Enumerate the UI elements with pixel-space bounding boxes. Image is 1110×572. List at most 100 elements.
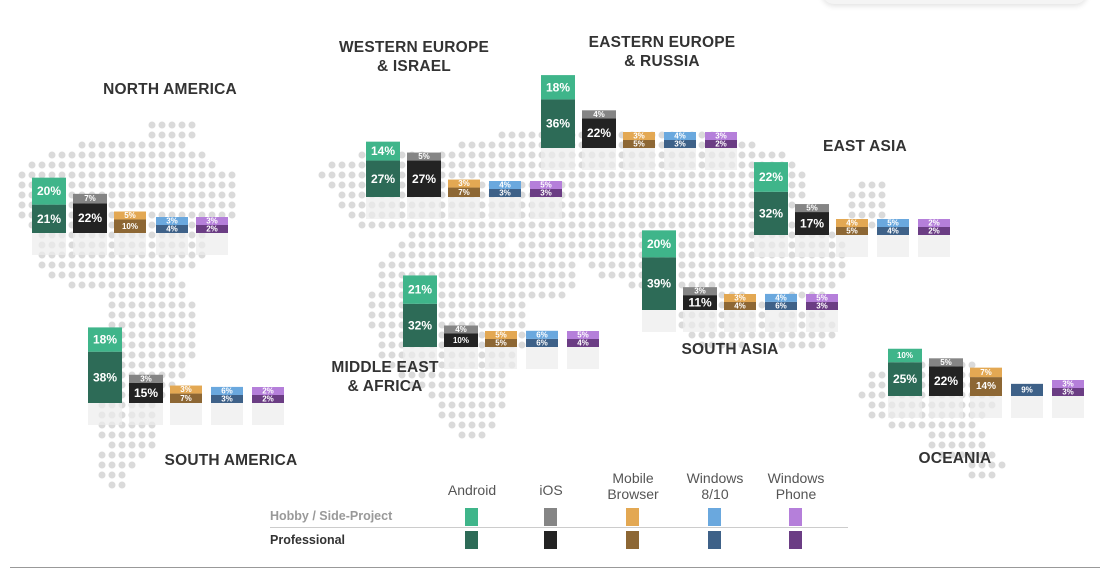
map-dot: [178, 321, 186, 329]
bar-label-professional: 6%: [536, 338, 548, 347]
map-dot: [138, 201, 146, 209]
bar-label-professional: 21%: [37, 212, 61, 226]
map-dot: [148, 211, 156, 219]
map-dot: [128, 441, 136, 449]
bar-professional-ios: [129, 382, 163, 403]
legend-head-phone: Windows Phone: [746, 470, 846, 502]
map-dot: [508, 281, 516, 289]
bar-shadow: [541, 148, 575, 170]
bar-shadow: [1011, 396, 1043, 418]
map-dot: [848, 211, 856, 219]
map-dot: [498, 251, 506, 259]
map-dot: [678, 201, 686, 209]
map-dot: [458, 311, 466, 319]
map-dot: [558, 291, 566, 299]
map-dot: [788, 271, 796, 279]
map-dot: [338, 201, 346, 209]
bar-label-professional: 39%: [647, 277, 671, 291]
map-dot: [378, 311, 386, 319]
map-dot: [748, 181, 756, 189]
map-dot: [638, 171, 646, 179]
map-dot: [58, 151, 66, 159]
bar-label-hobby: 5%: [816, 294, 828, 303]
bar-professional-ios: [582, 118, 616, 148]
map-dot: [178, 351, 186, 359]
map-dot: [758, 321, 766, 329]
map-dot: [538, 251, 546, 259]
map-dot: [718, 331, 726, 339]
bar-label-professional: 2%: [262, 395, 274, 404]
map-dot: [698, 131, 706, 139]
map-dot: [668, 181, 676, 189]
map-dot: [178, 331, 186, 339]
map-dot: [828, 251, 836, 259]
map-dot: [878, 411, 886, 419]
map-dot: [118, 271, 126, 279]
map-dot: [108, 191, 116, 199]
map-dot: [588, 201, 596, 209]
map-dot: [498, 241, 506, 249]
map-dot: [828, 261, 836, 269]
map-dot: [388, 301, 396, 309]
map-dot: [448, 401, 456, 409]
map-dot: [448, 151, 456, 159]
map-dot: [688, 221, 696, 229]
bar-professional-windows: [1011, 383, 1043, 396]
map-dot: [138, 291, 146, 299]
map-dot: [118, 321, 126, 329]
map-dot: [518, 231, 526, 239]
map-dot: [508, 151, 516, 159]
map-dot: [718, 171, 726, 179]
map-dot: [178, 291, 186, 299]
map-dot: [378, 221, 386, 229]
map-dot: [478, 331, 486, 339]
map-dot: [758, 261, 766, 269]
map-dot: [128, 321, 136, 329]
map-dot: [598, 231, 606, 239]
bar-label-hobby: 3%: [206, 217, 218, 226]
map-dot: [548, 221, 556, 229]
map-dot: [718, 301, 726, 309]
map-dot: [478, 371, 486, 379]
map-dot: [468, 261, 476, 269]
map-dot: [758, 151, 766, 159]
map-dot: [718, 271, 726, 279]
bar-hobby-android: [642, 230, 676, 258]
region-label-line: EASTERN EUROPE: [588, 34, 736, 51]
map-dot: [408, 251, 416, 259]
map-dot: [778, 271, 786, 279]
map-dot: [458, 161, 466, 169]
map-dot: [438, 331, 446, 339]
bar-hobby-windows: [489, 181, 521, 189]
bar-shadow: [489, 197, 521, 219]
bar-label-professional: 4%: [887, 227, 899, 236]
map-dot: [738, 261, 746, 269]
map-dot: [188, 191, 196, 199]
map-dot: [408, 381, 416, 389]
bar-shadow: [407, 197, 441, 219]
map-dot: [428, 231, 436, 239]
map-dot: [688, 271, 696, 279]
map-dot: [498, 271, 506, 279]
bar-hobby-ios: [444, 325, 478, 334]
map-dot: [508, 171, 516, 179]
bar-professional-windows: [664, 140, 696, 148]
map-dot: [798, 331, 806, 339]
map-dot: [158, 201, 166, 209]
map-dot: [98, 181, 106, 189]
map-dot: [428, 391, 436, 399]
bar-hobby-android: [32, 177, 66, 205]
map-dot: [558, 251, 566, 259]
map-dot: [768, 151, 776, 159]
bar-professional-mobile: [836, 227, 868, 235]
map-dot: [448, 411, 456, 419]
bar-professional-android: [754, 191, 788, 235]
map-dot: [778, 281, 786, 289]
map-dot: [838, 271, 846, 279]
map-dot: [788, 341, 796, 349]
map-dot: [458, 401, 466, 409]
map-dot: [358, 171, 366, 179]
map-dot: [138, 431, 146, 439]
map-dot: [78, 181, 86, 189]
map-dot: [678, 211, 686, 219]
